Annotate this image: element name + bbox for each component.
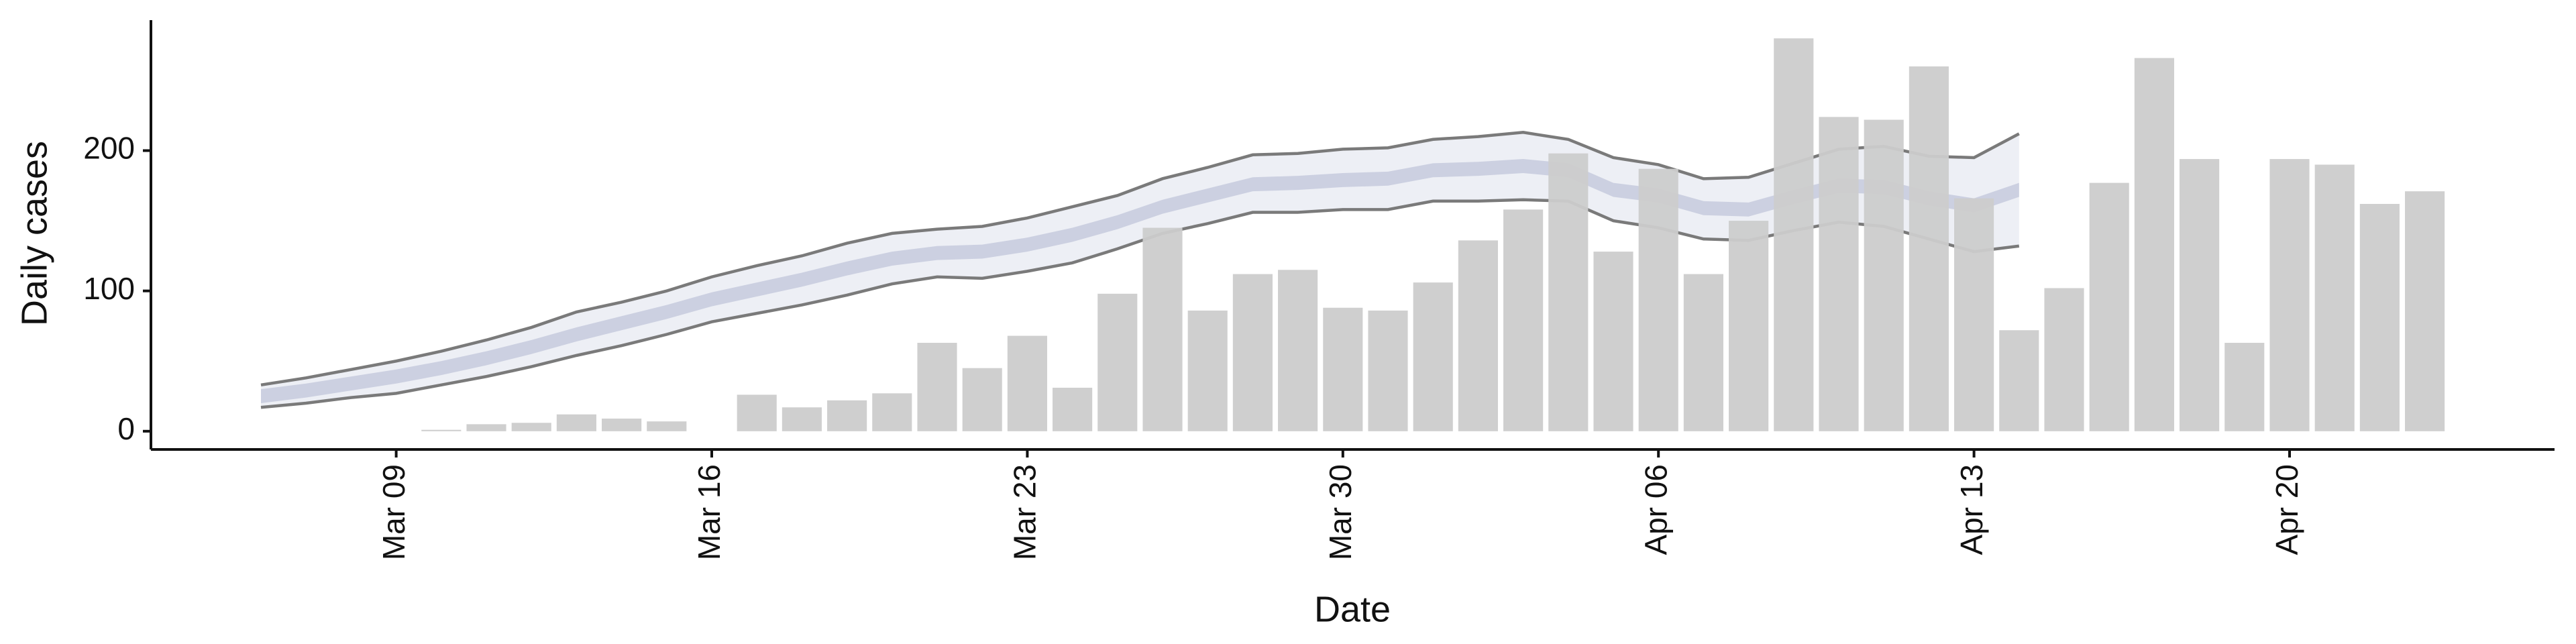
bar (1413, 282, 1453, 431)
x-tick-label: Apr 20 (2269, 464, 2304, 555)
bar (872, 393, 912, 431)
x-tick-label: Apr 13 (1954, 464, 1989, 555)
bar (1187, 310, 1228, 431)
bar (1458, 240, 1498, 431)
y-tick-label: 0 (117, 411, 135, 446)
bar (466, 424, 506, 431)
bar (602, 418, 642, 431)
bar (2044, 288, 2084, 431)
x-tick-label: Mar 23 (1008, 464, 1042, 560)
bar (1683, 274, 1723, 431)
bar (511, 423, 551, 431)
bar (1909, 66, 1949, 431)
bar (1548, 153, 1589, 431)
y-tick-label: 200 (83, 131, 135, 166)
bar (2224, 343, 2265, 431)
band-edge-line (260, 131, 2020, 387)
bar (2359, 203, 2400, 431)
bar (1864, 119, 1904, 431)
bar (2314, 164, 2355, 431)
y-axis-title: Daily cases (14, 141, 54, 326)
bar (1774, 38, 1814, 431)
bar (1954, 198, 1994, 431)
bar (2405, 191, 2445, 431)
bar (1278, 270, 1318, 431)
bar (782, 407, 822, 431)
bar (1007, 335, 1047, 431)
bar (1142, 227, 1183, 431)
bar (827, 400, 867, 431)
bar (1729, 221, 1769, 431)
bar (1323, 307, 1363, 431)
bar (421, 429, 462, 431)
x-tick-label: Mar 09 (376, 464, 411, 560)
bar (1053, 387, 1093, 431)
y-tick-label: 100 (83, 271, 135, 306)
bar (1593, 252, 1633, 431)
bar (1638, 168, 1678, 431)
bar (1999, 330, 2039, 431)
bar (2269, 159, 2310, 431)
x-axis-title: Date (1314, 589, 1391, 629)
bar (1232, 274, 1273, 431)
bar (2180, 159, 2220, 431)
x-tick-label: Mar 16 (692, 464, 727, 560)
x-tick-label: Mar 30 (1323, 464, 1358, 560)
bar (2134, 58, 2174, 431)
bar (962, 368, 1002, 431)
bar (1819, 117, 1859, 431)
bar (556, 414, 596, 431)
bar (1368, 310, 1408, 431)
bar (2089, 182, 2129, 431)
bar (917, 343, 957, 431)
bar (737, 394, 777, 431)
bar (1097, 293, 1138, 431)
bar (647, 421, 687, 431)
bar (1503, 209, 1544, 431)
x-tick-label: Apr 06 (1638, 464, 1673, 555)
band-edge-line (260, 198, 2020, 409)
